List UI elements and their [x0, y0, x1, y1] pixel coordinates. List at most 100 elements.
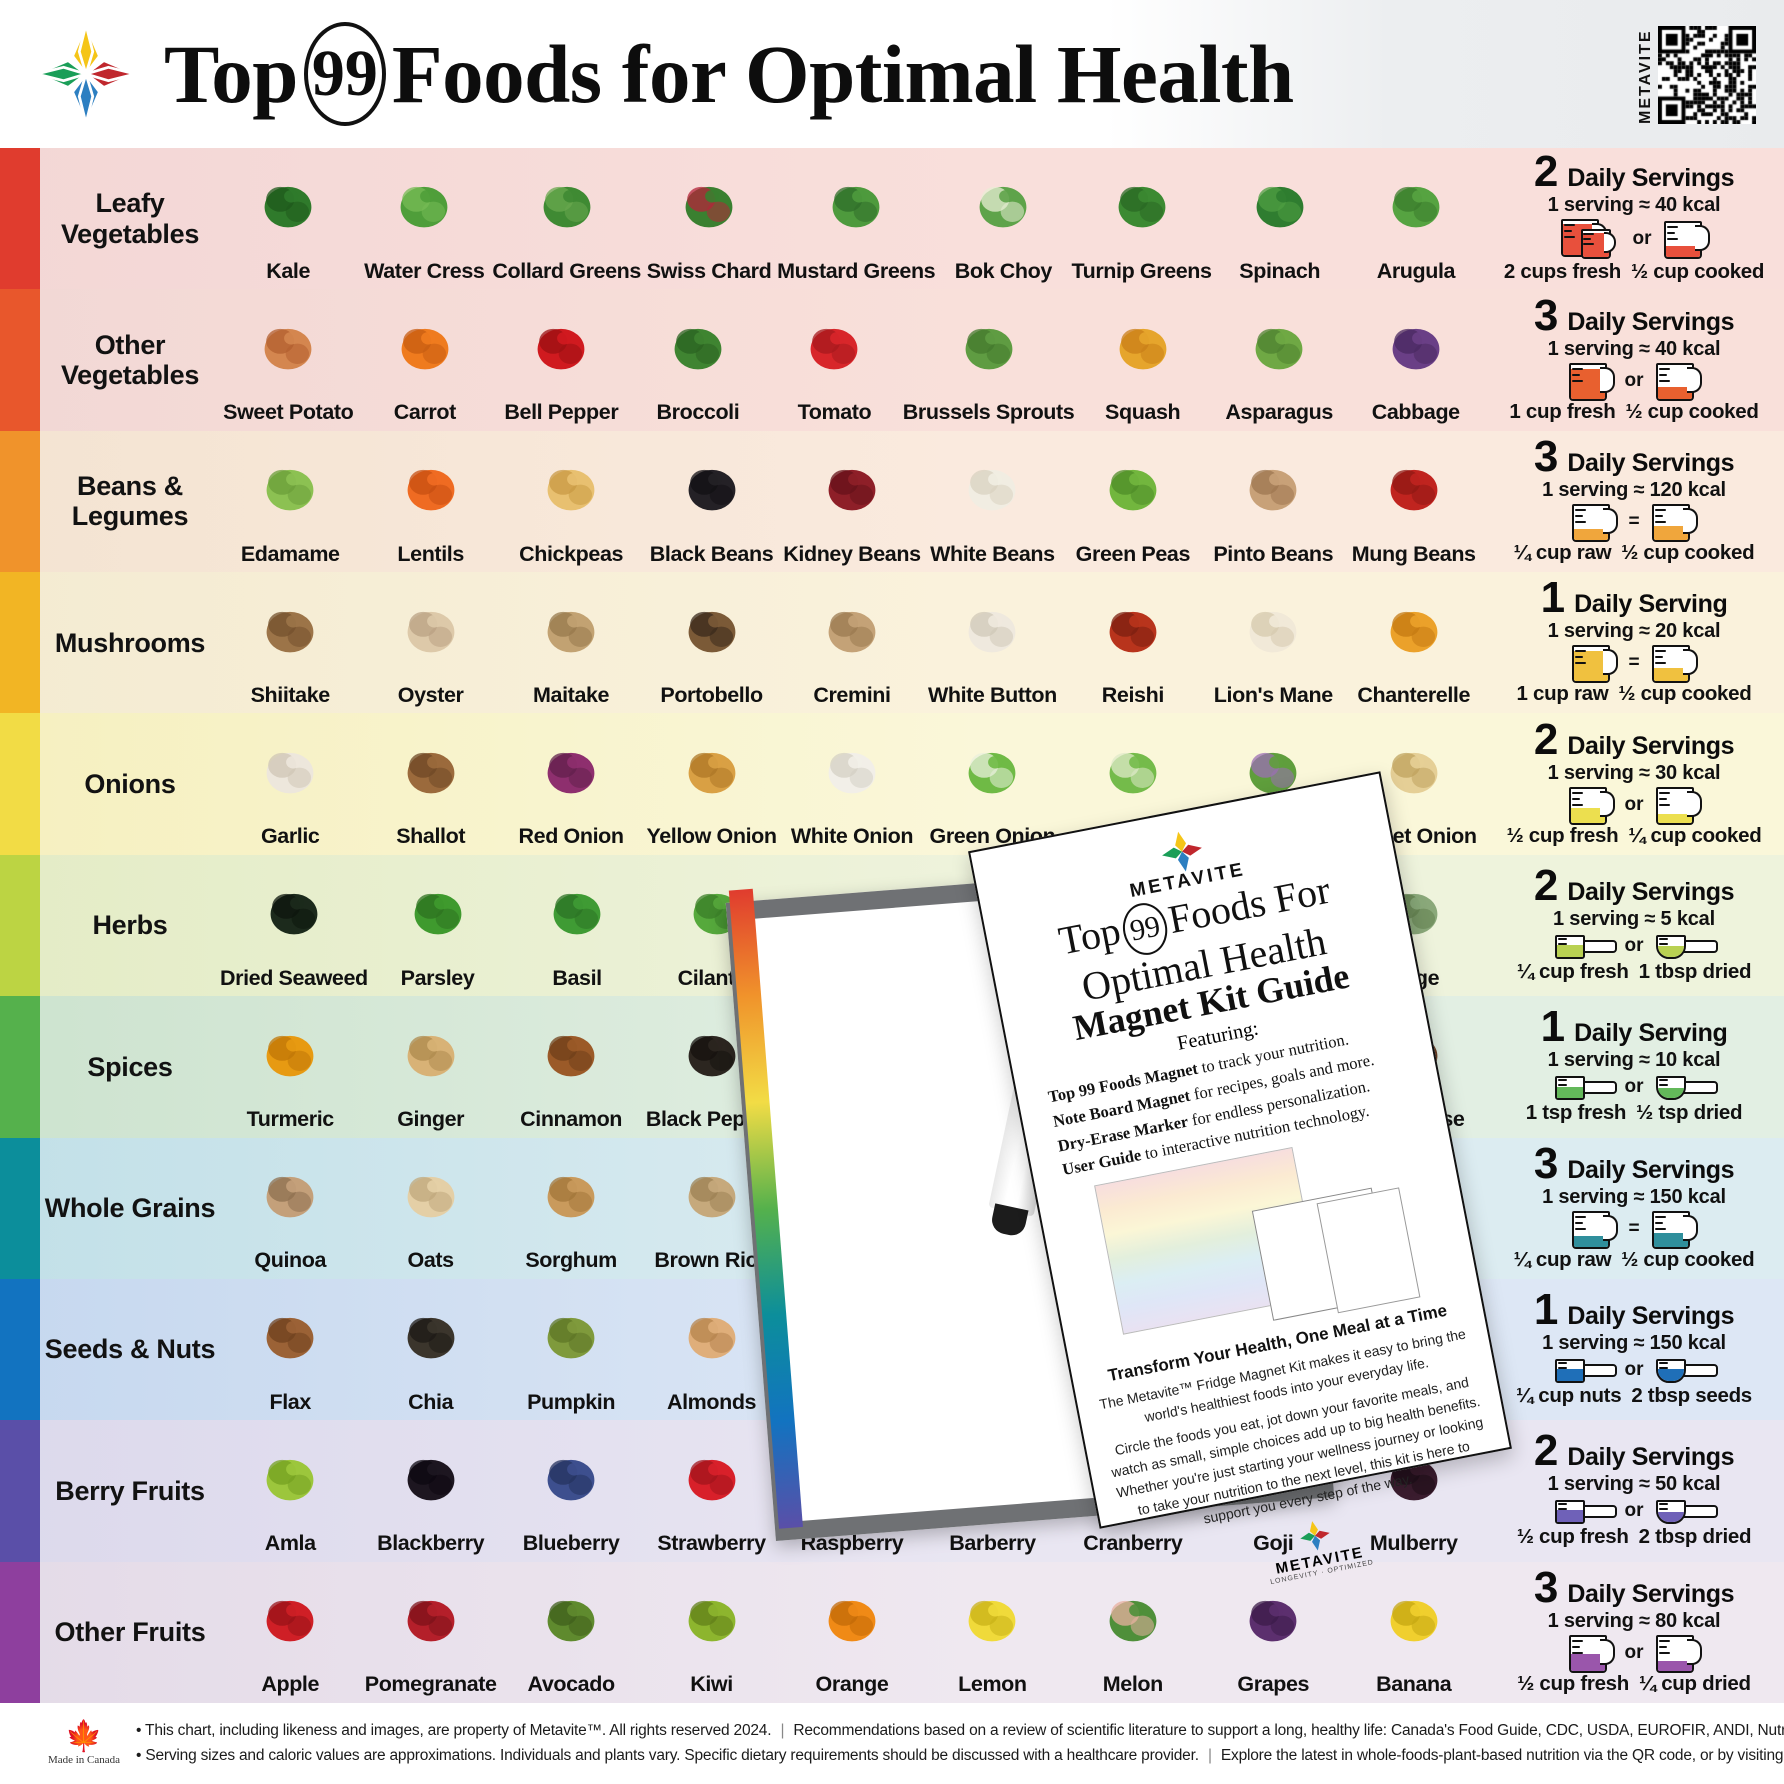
food-cell[interactable]: Sweet Potato	[220, 289, 357, 430]
food-cell[interactable]: Kiwi	[641, 1562, 781, 1703]
food-cell[interactable]: Grapes	[1203, 1562, 1343, 1703]
food-cell[interactable]: Ginger	[360, 996, 500, 1137]
food-cell[interactable]: Rosemary	[1205, 855, 1345, 996]
food-cell[interactable]: Clove	[1063, 996, 1203, 1137]
food-cell[interactable]: Apple	[220, 1562, 360, 1703]
food-cell[interactable]: Tomato	[766, 289, 903, 430]
food-cell[interactable]: Oregano	[786, 855, 926, 996]
food-cell[interactable]: Bok Choy	[935, 148, 1071, 289]
qr-block[interactable]: METAVITE	[1637, 26, 1756, 124]
food-cell[interactable]: Turnip Greens	[1071, 148, 1212, 289]
food-cell[interactable]: Broccoli	[630, 289, 767, 430]
food-cell[interactable]: Teff	[1203, 1138, 1343, 1279]
food-cell[interactable]: Brussels Sprouts	[903, 289, 1075, 430]
food-cell[interactable]: Black Beans	[641, 431, 781, 572]
food-cell[interactable]: Shallot	[360, 713, 500, 854]
food-cell[interactable]: Lion's Mane	[1203, 572, 1343, 713]
food-cell[interactable]: Orange	[782, 1562, 922, 1703]
food-cell[interactable]: Kidney Beans	[782, 431, 922, 572]
food-cell[interactable]: Asparagus	[1211, 289, 1348, 430]
food-cell[interactable]: Flax	[220, 1279, 360, 1420]
food-cell[interactable]: Collard Greens	[492, 148, 641, 289]
food-cell[interactable]: Cashews	[1344, 1279, 1484, 1420]
food-cell[interactable]: Green Peas	[1063, 431, 1203, 572]
food-cell[interactable]: Chives	[1203, 713, 1343, 854]
food-cell[interactable]: Goji	[1203, 1420, 1343, 1561]
food-cell[interactable]: Water Cress	[356, 148, 492, 289]
food-cell[interactable]: Chia	[360, 1279, 500, 1420]
food-cell[interactable]: Amla	[220, 1420, 360, 1561]
food-cell[interactable]: Basil	[507, 855, 647, 996]
food-cell[interactable]: Hot Pepper	[782, 996, 922, 1137]
food-cell[interactable]: Oats	[360, 1138, 500, 1279]
food-cell[interactable]: Garlic	[220, 713, 360, 854]
food-cell[interactable]: Portobello	[641, 572, 781, 713]
food-cell[interactable]: Cremini	[782, 572, 922, 713]
food-cell[interactable]: Chickpeas	[501, 431, 641, 572]
food-cell[interactable]: Banana	[1344, 1562, 1484, 1703]
food-cell[interactable]: Black Pepper	[641, 996, 781, 1137]
food-cell[interactable]: Lemon	[922, 1562, 1062, 1703]
food-cell[interactable]: Cilantro	[647, 855, 787, 996]
qr-code-icon[interactable]	[1658, 26, 1756, 124]
food-cell[interactable]: Turmeric	[220, 996, 360, 1137]
food-cell[interactable]: Thyme	[926, 855, 1066, 996]
food-cell[interactable]: Cardamom	[1203, 996, 1343, 1137]
food-cell[interactable]: Shiitake	[220, 572, 360, 713]
food-cell[interactable]: Barley	[782, 1138, 922, 1279]
food-cell[interactable]: Reishi	[1063, 572, 1203, 713]
food-cell[interactable]: Cinnamon	[501, 996, 641, 1137]
food-cell[interactable]: Mint	[1065, 855, 1205, 996]
food-cell[interactable]: Maitake	[501, 572, 641, 713]
food-cell[interactable]: Edamame	[220, 431, 360, 572]
food-cell[interactable]: Carrot	[357, 289, 494, 430]
food-cell[interactable]: White Beans	[922, 431, 1062, 572]
food-cell[interactable]: Lentils	[360, 431, 500, 572]
food-cell[interactable]: Arugula	[1348, 148, 1484, 289]
food-cell[interactable]: Red Onion	[501, 713, 641, 854]
food-cell[interactable]: Barberry	[922, 1420, 1062, 1561]
food-cell[interactable]: Oyster	[360, 572, 500, 713]
food-cell[interactable]: White Onion	[782, 713, 922, 854]
food-cell[interactable]: Blackberry	[360, 1420, 500, 1561]
food-cell[interactable]: Melon	[1063, 1562, 1203, 1703]
food-cell[interactable]: Blueberry	[501, 1420, 641, 1561]
food-cell[interactable]: Walnuts	[782, 1279, 922, 1420]
food-cell[interactable]: Black Sesame	[922, 1279, 1063, 1420]
food-cell[interactable]: Pomegranate	[360, 1562, 500, 1703]
food-cell[interactable]: Black Cumin	[922, 996, 1062, 1137]
food-cell[interactable]: Cabbage	[1347, 289, 1484, 430]
food-cell[interactable]: Millet	[1063, 1138, 1203, 1279]
food-cell[interactable]: Chanterelle	[1344, 572, 1484, 713]
food-cell[interactable]: Brown Rice	[641, 1138, 781, 1279]
food-cell[interactable]: Buckwheat	[922, 1138, 1062, 1279]
food-cell[interactable]: Kale	[220, 148, 356, 289]
food-cell[interactable]: Swiss Chard	[641, 148, 777, 289]
food-cell[interactable]: Amaranth	[1344, 1138, 1484, 1279]
food-cell[interactable]: Sorghum	[501, 1138, 641, 1279]
food-cell[interactable]: Bell Pepper	[493, 289, 630, 430]
food-cell[interactable]: Leek	[1063, 713, 1203, 854]
food-cell[interactable]: Pumpkin	[501, 1279, 641, 1420]
food-cell[interactable]: Hemp	[1203, 1279, 1343, 1420]
food-cell[interactable]: Sweet Onion	[1344, 713, 1484, 854]
food-cell[interactable]: Green Onion	[922, 713, 1062, 854]
food-cell[interactable]: Strawberry	[641, 1420, 781, 1561]
food-cell[interactable]: Almonds	[641, 1279, 781, 1420]
food-cell[interactable]: Spinach	[1212, 148, 1348, 289]
food-cell[interactable]: Star Anise	[1344, 996, 1484, 1137]
food-cell[interactable]: Raspberry	[782, 1420, 922, 1561]
food-cell[interactable]: Pinto Beans	[1203, 431, 1343, 572]
food-cell[interactable]: Yellow Onion	[641, 713, 781, 854]
food-cell[interactable]: White Button	[922, 572, 1062, 713]
food-cell[interactable]: Quinoa	[220, 1138, 360, 1279]
food-cell[interactable]: Avocado	[501, 1562, 641, 1703]
food-cell[interactable]: Sage	[1344, 855, 1484, 996]
food-cell[interactable]: Cranberry	[1063, 1420, 1203, 1561]
food-cell[interactable]: Sunflower	[1063, 1279, 1203, 1420]
food-cell[interactable]: Mustard Greens	[777, 148, 936, 289]
food-cell[interactable]: Dried Seaweed	[220, 855, 368, 996]
food-cell[interactable]: Mung Beans	[1344, 431, 1484, 572]
food-cell[interactable]: Parsley	[368, 855, 508, 996]
food-cell[interactable]: Squash	[1074, 289, 1211, 430]
